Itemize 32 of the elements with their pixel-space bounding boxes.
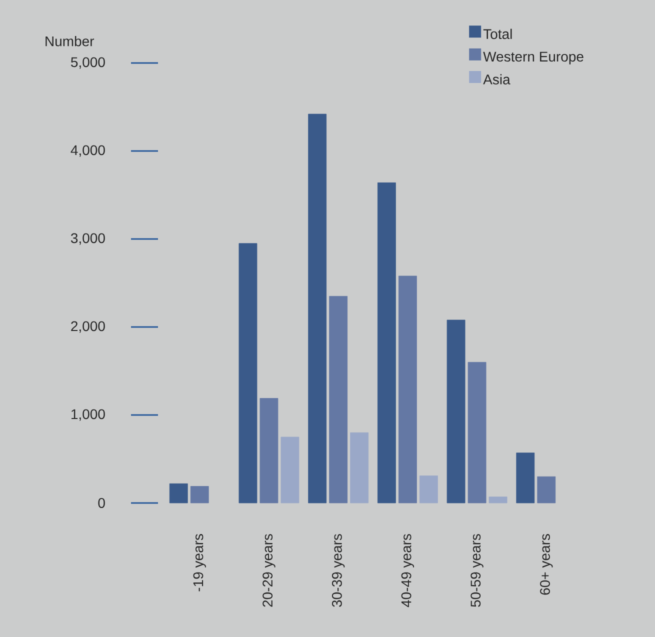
bar	[488, 496, 508, 504]
x-tick-label: 30-39 years	[332, 534, 345, 607]
x-tick-label: 50-59 years	[470, 534, 484, 607]
y-tick-label: 1,000	[72, 409, 105, 421]
bar	[350, 432, 369, 504]
bar	[398, 276, 417, 504]
bar	[190, 486, 209, 504]
legend-label: Total	[483, 28, 512, 40]
bar	[169, 483, 188, 504]
bar	[468, 362, 486, 504]
legend-label: Western Europe	[483, 52, 584, 64]
x-tick-label: 40-49 years	[401, 534, 414, 608]
bar	[329, 296, 348, 504]
bar	[260, 398, 278, 504]
bar	[446, 320, 466, 504]
bar	[516, 452, 535, 504]
bar	[280, 436, 300, 504]
bar	[377, 182, 396, 504]
bar	[419, 476, 438, 504]
x-tick-label: -19 years	[193, 534, 206, 592]
bar	[537, 476, 556, 504]
y-tick-label: 3,000	[70, 233, 105, 245]
bar	[238, 243, 258, 504]
x-tick-label: 60+ years	[540, 534, 553, 595]
y-tick-label: 5,000	[71, 57, 105, 69]
y-axis-title: Number	[46, 36, 94, 46]
legend-label: Asia	[483, 74, 510, 84]
y-tick-label: 4,000	[70, 145, 105, 157]
y-tick-label: 0	[98, 498, 105, 508]
bar	[308, 114, 327, 504]
x-tick-label: 20-29 years	[262, 534, 276, 607]
y-tick-label: 2,000	[71, 321, 105, 333]
